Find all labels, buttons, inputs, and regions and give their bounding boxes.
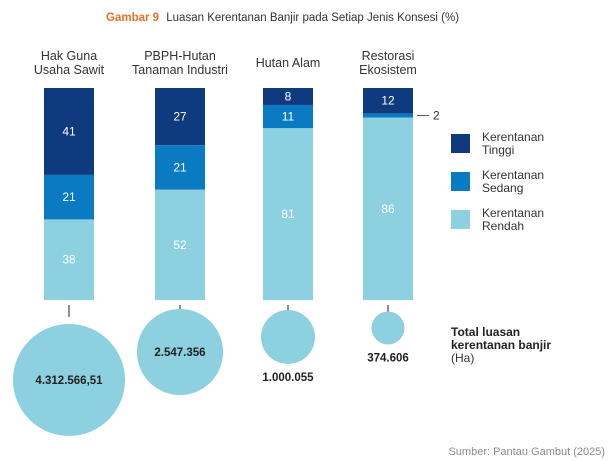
stacked-bars: 41 21 38 27 21 52 8 11 81 12 2 86 bbox=[44, 88, 440, 301]
bar-segment bbox=[44, 219, 94, 300]
category-label: Ekosistem bbox=[359, 63, 417, 77]
bar-value-label: 41 bbox=[62, 124, 76, 138]
legend-swatch bbox=[451, 172, 470, 191]
bar-segment bbox=[363, 88, 413, 114]
bar-segment bbox=[263, 104, 313, 129]
totals-legend-title: Total luasan bbox=[451, 325, 520, 339]
legend-label: Tinggi bbox=[482, 143, 514, 157]
bar-value-label: 2 bbox=[433, 109, 440, 123]
chart-title-text: Luasan Kerentanan Banjir pada Setiap Jen… bbox=[166, 12, 459, 24]
bar-segment bbox=[263, 88, 313, 105]
totals-legend-unit: (Ha) bbox=[451, 351, 474, 365]
total-bubble bbox=[136, 308, 224, 396]
total-value-label: 1.000.055 bbox=[262, 372, 314, 384]
source-note: Sumber: Pantau Gambut (2025) bbox=[448, 446, 605, 458]
legend-label: Sedang bbox=[482, 181, 523, 195]
total-value-label: 374.606 bbox=[367, 353, 409, 365]
legend-label: Kerentanan bbox=[482, 206, 544, 220]
category-label: Usaha Sawit bbox=[34, 63, 105, 77]
bar-value-label: 21 bbox=[173, 161, 187, 175]
legend-label: Kerentanan bbox=[482, 168, 544, 182]
bar-value-label: 27 bbox=[173, 110, 187, 124]
bar-segment bbox=[155, 189, 205, 300]
total-bubble bbox=[13, 324, 125, 436]
bar-value-label: 12 bbox=[381, 94, 395, 108]
bar-segment bbox=[363, 117, 413, 301]
chart-title-figure: Gambar 9 bbox=[106, 12, 159, 24]
legend: KerentananTinggiKerentananSedangKerentan… bbox=[451, 130, 544, 233]
legend-label: Kerentanan bbox=[482, 130, 544, 144]
legend-swatch bbox=[451, 210, 470, 229]
bar-value-label: 11 bbox=[282, 110, 295, 124]
total-bubble bbox=[261, 310, 315, 364]
totals-legend-title: kerentanan banjir bbox=[451, 338, 551, 352]
bar-segment bbox=[44, 88, 94, 175]
bar-value-label: 38 bbox=[62, 253, 76, 267]
bar-value-label: 81 bbox=[281, 207, 295, 221]
bar-value-label: 21 bbox=[62, 190, 76, 204]
chart-title: Gambar 9 Luasan Kerentanan Banjir pada S… bbox=[106, 12, 459, 24]
total-value-label: 2.547.356 bbox=[154, 347, 205, 359]
totals: 4.312.566,51 2.547.356 1.000.055 374.606 bbox=[13, 305, 409, 436]
legend-label: Rendah bbox=[482, 219, 524, 233]
category-label: Tanaman Industri bbox=[132, 63, 228, 77]
total-value-label: 4.312.566,51 bbox=[35, 375, 103, 387]
bar-segment bbox=[155, 88, 205, 146]
bar-value-label: 86 bbox=[381, 202, 395, 216]
bar-value-label: 52 bbox=[173, 238, 187, 252]
category-label: PBPH-Hutan bbox=[144, 49, 216, 63]
bar-segment bbox=[263, 128, 313, 300]
total-bubble bbox=[371, 311, 405, 345]
category-label: Hak Guna bbox=[41, 49, 97, 63]
category-label: Hutan Alam bbox=[256, 56, 321, 70]
bar-value-label: 8 bbox=[285, 89, 292, 103]
bar-segment bbox=[155, 145, 205, 190]
bar-segment bbox=[363, 113, 413, 118]
bar-segment bbox=[44, 174, 94, 220]
category-label: Restorasi bbox=[362, 49, 415, 63]
legend-swatch bbox=[451, 134, 470, 153]
